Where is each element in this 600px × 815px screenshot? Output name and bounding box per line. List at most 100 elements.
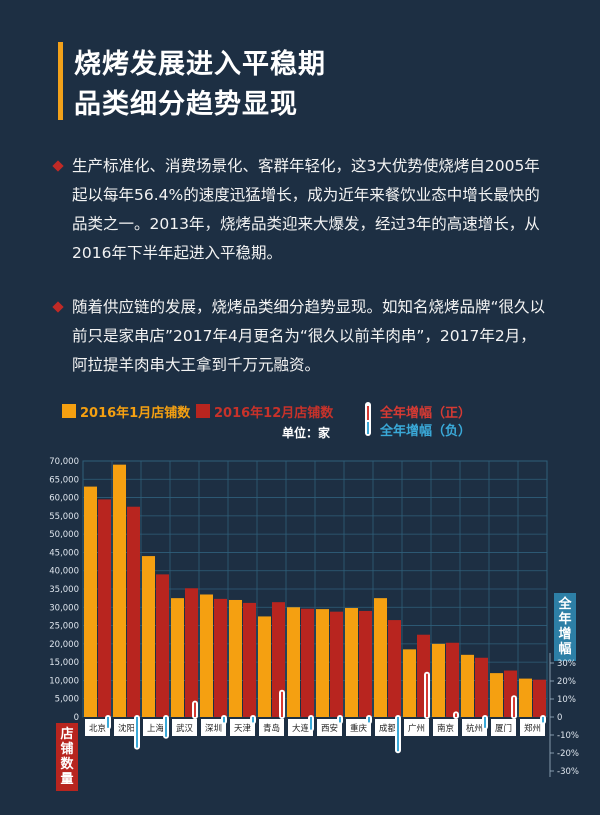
right-tick-label: 0 [557, 713, 562, 723]
y-tick-label: 60,000 [49, 494, 79, 504]
category-box [433, 719, 458, 736]
growth-bar-negative [310, 717, 312, 730]
category-strip [83, 717, 547, 739]
unit-label: 单位：家 [282, 426, 331, 440]
category-box [346, 719, 371, 736]
growth-bar-positive [455, 713, 457, 717]
y-tick-label: 15,000 [49, 658, 79, 668]
y-tick-label: 20,000 [49, 640, 79, 650]
growth-bar-positive [426, 673, 428, 717]
bar-jan [403, 649, 416, 717]
category-label: 北京 [89, 723, 106, 734]
bar-dec [214, 598, 227, 717]
right-tick-label: 30% [557, 659, 576, 669]
bar-jan [258, 616, 271, 717]
bar-dec [127, 506, 140, 717]
category-label: 天津 [234, 723, 252, 734]
right-tick-label: 20% [557, 677, 576, 687]
y-tick-label: 25,000 [49, 622, 79, 632]
y-tick-label: 50,000 [49, 530, 79, 540]
category-box [288, 719, 313, 736]
growth-bar-positive [513, 697, 515, 717]
bar-jan [229, 599, 242, 717]
right-tick-label: 10% [557, 695, 576, 705]
bar-dec [388, 620, 401, 717]
y-tick-label: 40,000 [49, 567, 79, 577]
left-axis-title: 店铺数量 [56, 723, 78, 791]
bar-dec [330, 611, 343, 717]
category-label: 广州 [408, 723, 425, 734]
growth-bar-negative [542, 717, 544, 723]
bar-jan [519, 678, 532, 717]
growth-bar-positive [281, 691, 283, 717]
bar-jan [316, 609, 329, 717]
growth-bar-negative [107, 717, 109, 728]
category-box [462, 719, 487, 736]
category-box [259, 719, 284, 736]
bar-dec [533, 679, 546, 717]
category-label: 重庆 [350, 723, 368, 734]
growth-bar-negative [165, 717, 167, 737]
legend-neg-label: 全年增幅（负） [380, 424, 472, 439]
y-tick-label: 35,000 [49, 585, 79, 595]
category-box [375, 719, 400, 736]
bar-dec [243, 602, 256, 717]
bar-jan [461, 654, 474, 717]
category-box [114, 719, 139, 736]
growth-bar-negative [368, 717, 370, 723]
y-tick-label: 65,000 [49, 475, 79, 485]
bar-dec [272, 602, 285, 717]
bar-dec [185, 588, 198, 717]
y-tick-label: 10,000 [49, 676, 79, 686]
growth-bar-positive [194, 702, 196, 717]
growth-bar-negative [223, 717, 225, 723]
bar-dec [475, 657, 488, 717]
bar-jan [142, 556, 155, 717]
right-axis-title: 全年增幅 [554, 593, 576, 661]
category-label: 深圳 [205, 723, 222, 734]
page-title-line2: 品类细分趋势显现 [74, 89, 298, 120]
category-label: 郑州 [524, 723, 541, 734]
category-label: 厦门 [495, 723, 512, 734]
growth-bar-negative [252, 717, 254, 723]
y-tick-label: 70,000 [49, 457, 79, 467]
legend-thermometer-icon [365, 402, 371, 436]
category-box [85, 719, 110, 736]
bar-jan [113, 464, 126, 717]
category-box [317, 719, 342, 736]
category-label: 沈阳 [118, 723, 135, 734]
category-label: 上海 [147, 723, 165, 734]
bar-jan [345, 608, 358, 717]
right-tick-label: -10% [557, 731, 579, 741]
bar-jan [374, 598, 387, 717]
y-tick-label: 0 [74, 713, 79, 723]
legend-pos-label: 全年增幅（正） [380, 406, 472, 421]
y-tick-label: 30,000 [49, 603, 79, 613]
category-box [520, 719, 545, 736]
bar-dec [156, 574, 169, 717]
category-label: 成都 [379, 723, 397, 734]
right-tick-label: -30% [557, 767, 579, 777]
category-box [201, 719, 226, 736]
bar-dec [359, 610, 372, 717]
category-label: 青岛 [263, 723, 280, 734]
y-tick-label: 45,000 [49, 548, 79, 558]
y-tick-label: 5,000 [55, 695, 79, 705]
category-label: 杭州 [466, 723, 483, 734]
right-tick-label: -20% [557, 749, 579, 759]
paragraph-2: 随着供应链的发展，烧烤品类细分趋势显现。如知名烧烤品牌“很久以前只是家串店”20… [72, 298, 546, 374]
title-accent-bar [58, 42, 63, 120]
bar-jan [200, 594, 213, 717]
category-box [491, 719, 516, 736]
legend-jan-label: 2016年1月店铺数 [80, 406, 191, 421]
category-label: 武汉 [176, 723, 194, 734]
category-label: 南京 [437, 723, 454, 734]
paragraph-1: 生产标准化、消费场景化、客群年轻化，这3大优势使烧烤自2005年起以每年56.4… [72, 157, 540, 262]
page-title-line1: 烧烤发展进入平稳期 [74, 49, 326, 80]
legend-dec-swatch [196, 404, 210, 418]
legend-jan-swatch [62, 404, 76, 418]
category-box [230, 719, 255, 736]
growth-bar-negative [397, 717, 399, 752]
category-box [172, 719, 197, 736]
bar-jan [432, 643, 445, 717]
